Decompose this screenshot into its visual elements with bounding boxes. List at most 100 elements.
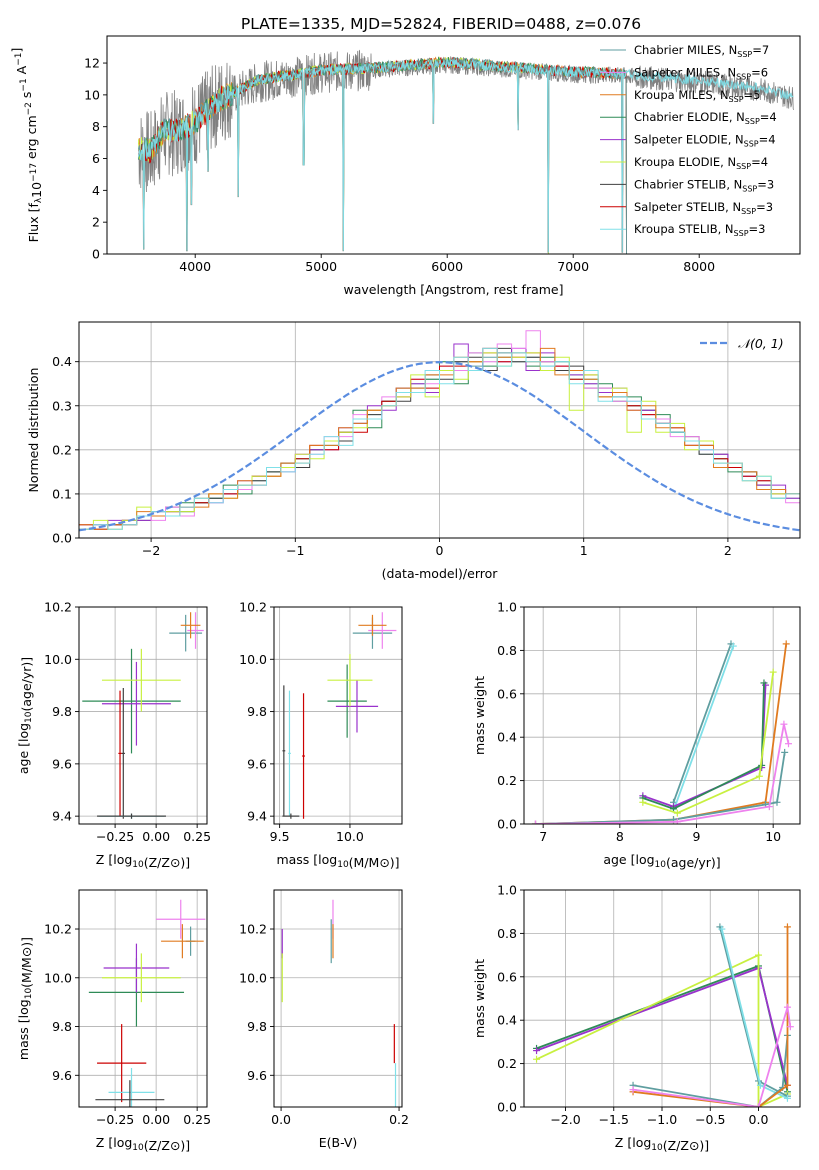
errorbar bbox=[161, 924, 204, 959]
legend-entry: Kroupa STELIB, NSSP=3 bbox=[634, 222, 765, 238]
x-axis-label: E(B-V) bbox=[319, 1135, 358, 1150]
weight-point-marker bbox=[769, 668, 777, 676]
x-tick-label: −1.5 bbox=[599, 1112, 629, 1127]
errorbar bbox=[95, 1080, 165, 1107]
errorbar bbox=[156, 899, 206, 939]
y-tick-label: 0.6 bbox=[497, 686, 517, 701]
y-tick-label: 0.6 bbox=[497, 969, 517, 984]
weight-point-marker bbox=[755, 951, 763, 959]
y-axis-label: Normed distribution bbox=[26, 368, 41, 493]
errorbar bbox=[288, 690, 291, 817]
errorbars bbox=[282, 612, 397, 819]
x-axis-label: Z [log10(Z/Z⊙)] bbox=[96, 1135, 190, 1153]
y-tick-label: 10.2 bbox=[239, 922, 267, 937]
x-tick-label: 7000 bbox=[557, 259, 589, 274]
x-tick-label: 10 bbox=[765, 829, 781, 844]
x-tick-label: 0.00 bbox=[142, 829, 170, 844]
y-tick-label: 9.6 bbox=[52, 1068, 72, 1083]
y-tick-label: 4 bbox=[92, 183, 100, 198]
histogram-series bbox=[79, 347, 800, 530]
spectrum-lines bbox=[138, 49, 794, 254]
legend-entry: Salpeter STELIB, NSSP=3 bbox=[634, 200, 773, 216]
x-tick-label: −0.25 bbox=[96, 829, 134, 844]
errorbar bbox=[108, 1067, 155, 1107]
weight-point-marker bbox=[780, 720, 788, 728]
x-axis-label: (data-model)/error bbox=[382, 566, 499, 581]
weight-series-line bbox=[632, 1006, 792, 1107]
axes-frame bbox=[273, 606, 403, 825]
y-tick-label: 9.8 bbox=[52, 704, 72, 719]
errorbars bbox=[82, 612, 204, 819]
errorbar bbox=[180, 612, 201, 639]
y-tick-label: 9.4 bbox=[52, 809, 72, 824]
x-tick-label: 4000 bbox=[179, 259, 211, 274]
errorbar bbox=[101, 953, 181, 1003]
spectrum-panel: 4000 5000 6000 7000 8000 0 2 4 6 8 10 12 wavelength … bbox=[9, 35, 801, 297]
y-tick-label: 0.1 bbox=[52, 486, 72, 501]
y-tick-label: 0.2 bbox=[497, 773, 517, 788]
x-tick-label: −1.0 bbox=[647, 1112, 677, 1127]
y-tick-label: 0.8 bbox=[497, 926, 517, 941]
x-tick-label: 7 bbox=[539, 829, 547, 844]
x-axis-label: mass [log10(M/M⊙)] bbox=[276, 852, 399, 870]
errorbar bbox=[82, 648, 181, 754]
weight-point-marker bbox=[783, 923, 791, 931]
legend-entry: Chabrier STELIB, NSSP=3 bbox=[634, 177, 774, 193]
x-tick-label: 1 bbox=[580, 543, 588, 558]
figure-title: PLATE=1335, MJD=52824, FIBERID=0488, z=0… bbox=[241, 15, 641, 33]
y-tick-label: 10.0 bbox=[44, 970, 72, 985]
x-tick-label: −2.0 bbox=[550, 1112, 580, 1127]
x-tick-label: 6000 bbox=[431, 259, 463, 274]
weight-point-marker bbox=[783, 1081, 791, 1089]
legend-entry: 𝒩(0, 1) bbox=[738, 336, 784, 351]
y-tick-label: 9.6 bbox=[247, 1068, 267, 1083]
model-spectrum-line bbox=[138, 57, 794, 253]
legend-entry: Chabrier ELODIE, NSSP=4 bbox=[634, 110, 777, 126]
legend-entry: Salpeter MILES, NSSP=6 bbox=[634, 65, 768, 81]
x-tick-label: −2 bbox=[142, 543, 160, 558]
weight-point-marker bbox=[756, 1081, 764, 1089]
model-spectrum-line bbox=[138, 56, 627, 254]
x-tick-label: 0.0 bbox=[749, 1112, 769, 1127]
y-tick-label: 10.2 bbox=[44, 600, 72, 615]
y-tick-label: 8 bbox=[92, 119, 100, 134]
errorbar bbox=[118, 690, 122, 817]
axes-frame bbox=[78, 606, 208, 825]
weight-series-line bbox=[672, 643, 732, 803]
y-axis-label: mass weight bbox=[472, 959, 487, 1038]
legend-entry: Salpeter ELODIE, NSSP=4 bbox=[634, 133, 776, 149]
weight-vs-age-panel: 7 8 9 10 0.0 0.2 0.4 0.6 0.8 1.0 age [log10(age/yr… bbox=[472, 600, 801, 870]
legend-entry: Kroupa MILES, NSSP=5 bbox=[634, 88, 760, 104]
y-tick-label: 9.8 bbox=[247, 1019, 267, 1034]
errorbar bbox=[169, 614, 203, 652]
y-tick-label: 10.0 bbox=[44, 652, 72, 667]
y-tick-label: 10.2 bbox=[44, 922, 72, 937]
x-axis-label: Z [log10(Z/Z⊙)] bbox=[96, 852, 190, 870]
age-vs-mass-panel: 9.5 10.0 9.4 9.6 9.8 10.0 10.2 mass [log10(M/M⊙… bbox=[239, 600, 403, 870]
legend-entry: Kroupa ELODIE, NSSP=4 bbox=[634, 155, 768, 171]
errorbar bbox=[302, 693, 305, 819]
y-tick-label: 2 bbox=[92, 215, 100, 230]
weight-point-marker bbox=[760, 679, 768, 687]
errorbar bbox=[335, 680, 379, 733]
mass-vs-EBV-panel: 0.0 0.2 9.6 9.8 10.0 10.2 E(B-V) bbox=[239, 889, 409, 1150]
weight-lines bbox=[533, 923, 794, 1107]
axes-frame bbox=[523, 606, 801, 825]
weight-point-marker bbox=[765, 803, 773, 811]
y-tick-label: 0.0 bbox=[52, 531, 72, 546]
axes-frame bbox=[106, 35, 801, 255]
errorbar bbox=[121, 688, 125, 819]
errorbar bbox=[282, 685, 286, 817]
y-tick-label: 10 bbox=[84, 87, 100, 102]
weight-point-marker bbox=[533, 1047, 541, 1055]
x-axis-label: Z [log10(Z/Z⊙)] bbox=[615, 1135, 709, 1153]
y-tick-label: 10.2 bbox=[239, 600, 267, 615]
axes-frame bbox=[78, 889, 208, 1108]
x-tick-label: −0.5 bbox=[695, 1112, 725, 1127]
mass-vs-Z-panel: −0.25 0.00 0.25 9.6 9.8 10.0 10.2 Z [log10(Z/Z⊙… bbox=[16, 889, 211, 1153]
weight-point-marker bbox=[755, 1103, 763, 1107]
x-tick-label: 0.2 bbox=[389, 1112, 409, 1127]
y-tick-label: 9.8 bbox=[52, 1019, 72, 1034]
weight-point-marker bbox=[786, 1023, 794, 1031]
